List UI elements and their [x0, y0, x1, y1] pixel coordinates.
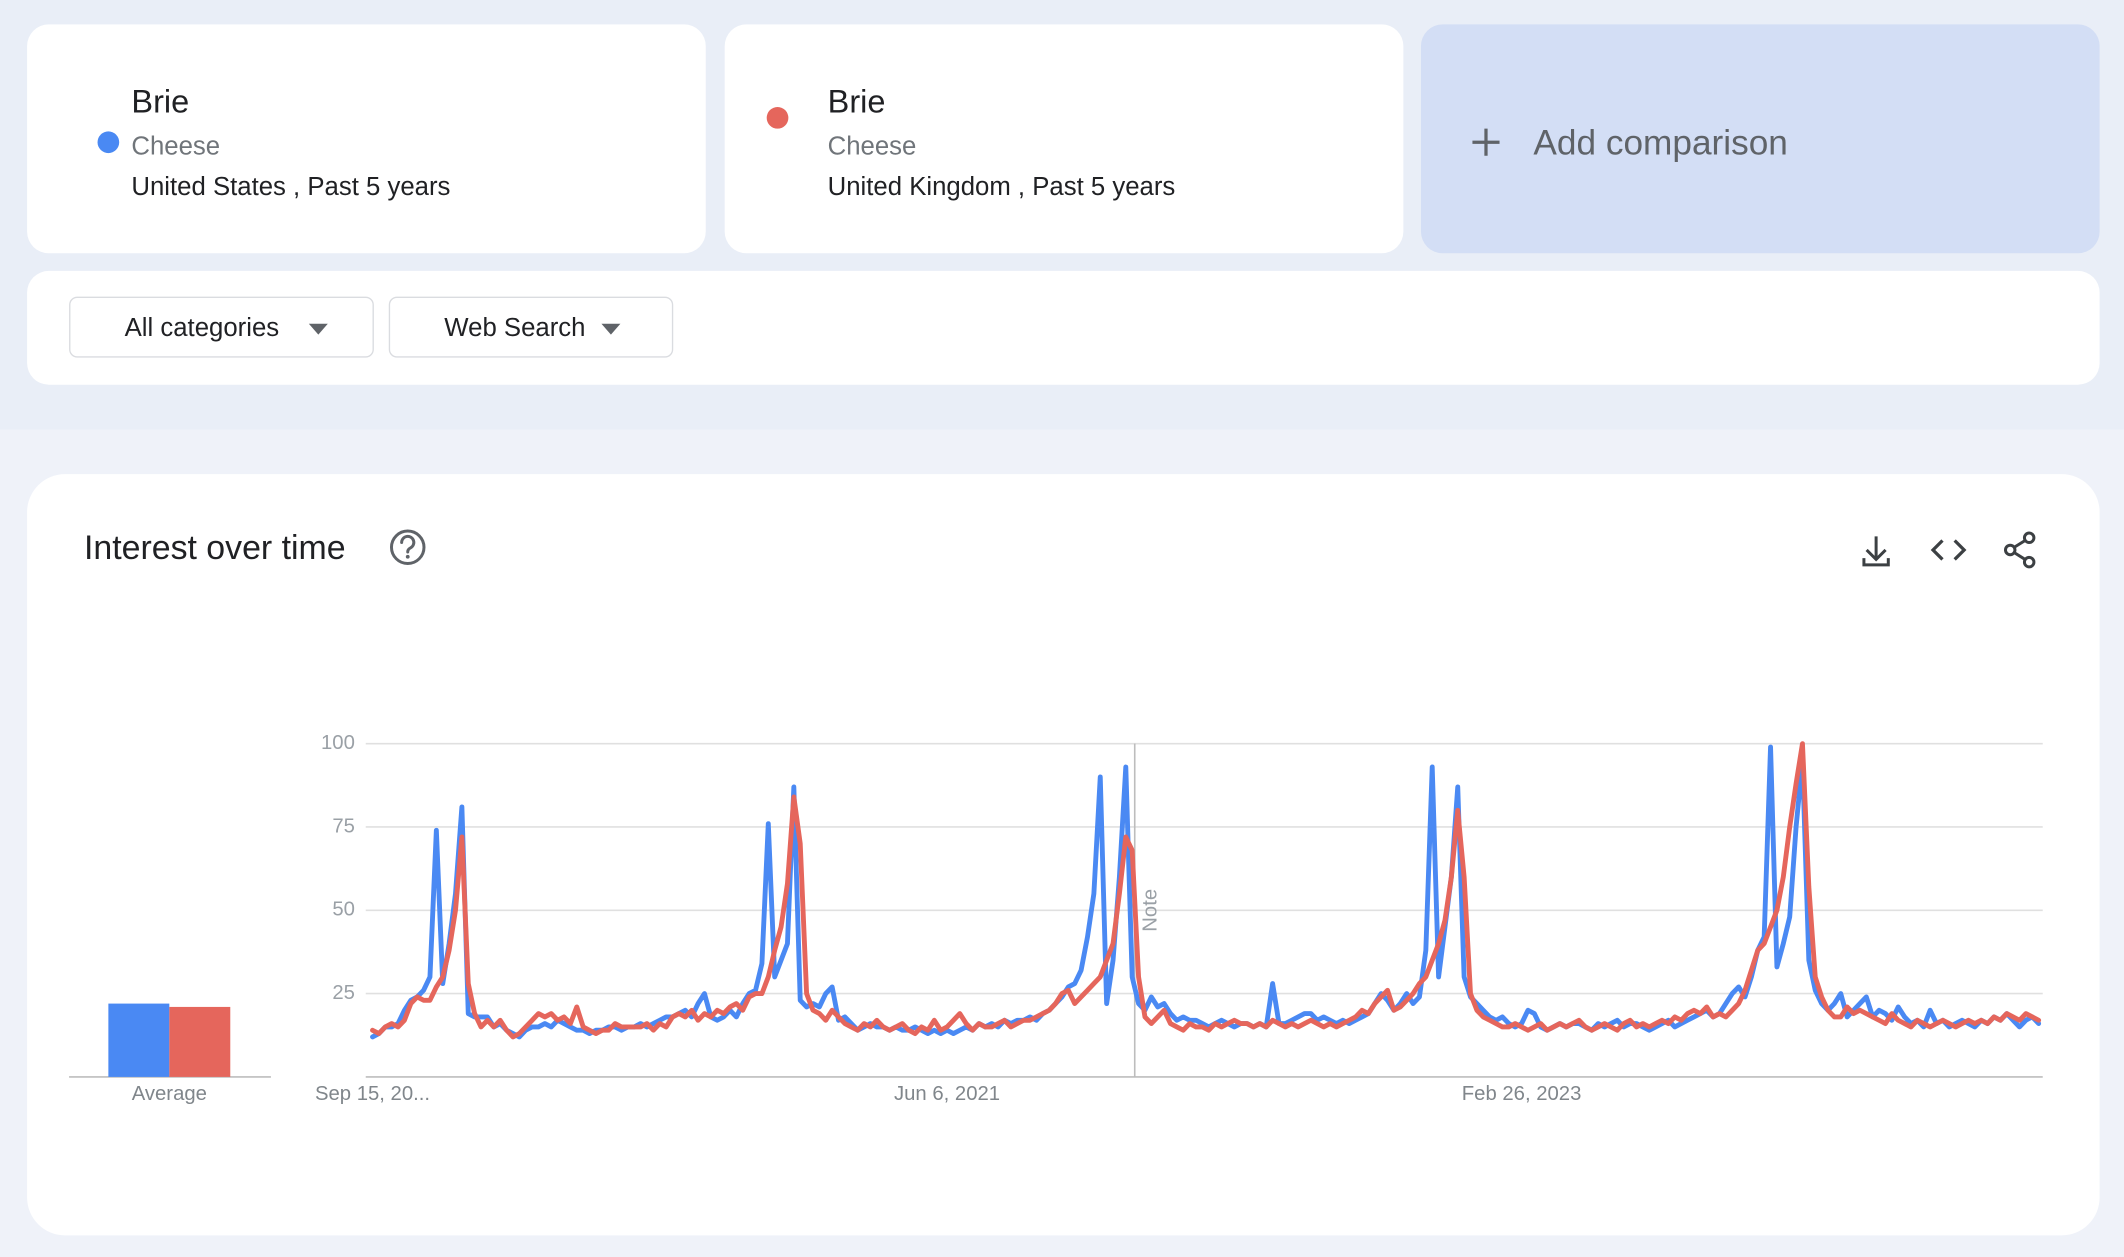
series-dot [766, 107, 789, 129]
average-bar [169, 1006, 231, 1077]
share-icon[interactable] [2003, 531, 2036, 569]
add-comparison-label: Add comparison [1533, 121, 1788, 163]
y-tick-label: 75 [332, 815, 355, 837]
term-category: Cheese [131, 132, 221, 162]
comparison-card[interactable]: Brie Cheese United States , Past 5 years [27, 24, 706, 254]
x-tick-label: Feb 26, 2023 [1462, 1083, 1582, 1105]
download-icon[interactable] [1862, 536, 1890, 567]
note-label: Note [1139, 889, 1161, 932]
plus-icon [1472, 128, 1500, 156]
x-tick-label: Sep 15, 20... [315, 1083, 430, 1105]
term-details: United States , Past 5 years [131, 173, 451, 202]
y-tick-label: 100 [321, 732, 355, 754]
add-comparison[interactable]: Add comparison [1420, 24, 2100, 254]
embed-icon[interactable] [1930, 539, 1967, 561]
x-tick-label: Jun 6, 2021 [894, 1083, 1000, 1105]
dropdown-label: All categories [124, 314, 280, 343]
term: Brie [131, 83, 190, 121]
y-tick-label: 50 [332, 899, 355, 921]
dropdown-arrow [601, 323, 621, 335]
chart-title: Interest over time [84, 529, 346, 567]
term: Brie [827, 83, 886, 121]
comparison-card[interactable]: Brie Cheese United Kingdom , Past 5 year… [724, 24, 1404, 254]
dropdown-arrow [308, 323, 328, 335]
chart-card [27, 474, 2100, 1236]
term-details: United Kingdom , Past 5 years [827, 173, 1176, 202]
dropdown-label: Web Search [444, 314, 586, 343]
x-axis-label: Average [132, 1083, 207, 1105]
help-icon[interactable] [389, 529, 426, 566]
trend-line [370, 741, 2042, 1040]
filter-bar: All categories Web Search [27, 270, 2100, 385]
term-category: Cheese [827, 132, 917, 162]
series-dot [97, 131, 120, 154]
average-bar [108, 1003, 170, 1077]
y-tick-label: 25 [332, 982, 355, 1004]
category-dropdown[interactable]: All categories [69, 296, 374, 358]
search-type-dropdown[interactable]: Web Search [388, 296, 674, 358]
